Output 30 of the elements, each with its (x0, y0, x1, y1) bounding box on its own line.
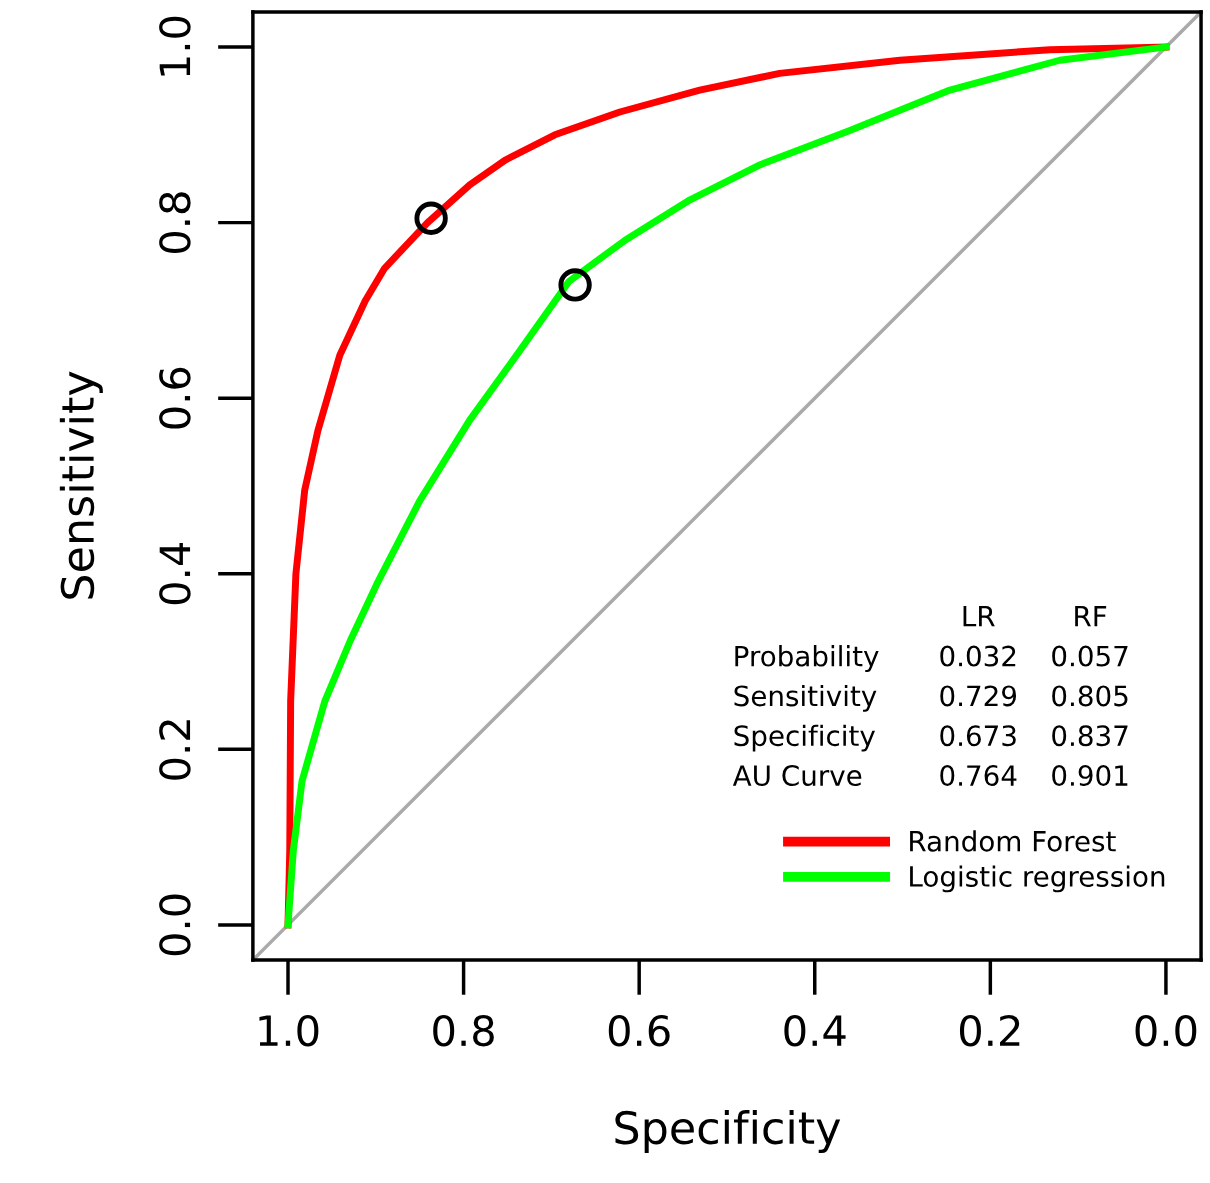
annotation: 0.032 (940, 645, 1016, 667)
annotation: 0.837 (1052, 725, 1128, 747)
y-axis-title: Sensitivity (59, 371, 103, 599)
annotation: Probability (735, 645, 879, 672)
y-tick-label: 0.8 (159, 192, 191, 254)
annotation: LR (963, 606, 995, 627)
x-tick-label: 0.4 (784, 1014, 846, 1047)
annotation: 0.764 (940, 765, 1017, 787)
y-tick-label: 0.2 (159, 720, 191, 780)
y-tick-label: 1.0 (159, 16, 191, 76)
x-tick-label: 1.0 (259, 1014, 319, 1047)
annotation: 0.057 (1052, 645, 1128, 667)
annotation: RF (1075, 606, 1107, 627)
y-tick-label: 0.0 (159, 894, 191, 956)
annotation: Specificity (734, 724, 875, 752)
annotation: 0.673 (940, 725, 1016, 747)
legend-label: Random Forest (910, 830, 1116, 852)
x-tick-label: 0.6 (608, 1014, 670, 1047)
x-tick-label: 0.8 (433, 1014, 494, 1047)
x-axis-title: Specificity (615, 1110, 841, 1154)
annotation: Sensitivity (734, 684, 877, 712)
annotation: 0.805 (1052, 685, 1128, 707)
annotation: 0.729 (940, 685, 1017, 707)
y-tick-label: 0.4 (159, 542, 191, 605)
annotation: AU Curve (732, 765, 862, 787)
annotation: 0.901 (1052, 765, 1128, 787)
y-tick-label: 0.6 (159, 367, 191, 429)
legend-label: Logistic regression (910, 865, 1165, 893)
x-tick-label: 0.2 (959, 1014, 1020, 1047)
x-tick-label: 0.0 (1135, 1014, 1197, 1047)
